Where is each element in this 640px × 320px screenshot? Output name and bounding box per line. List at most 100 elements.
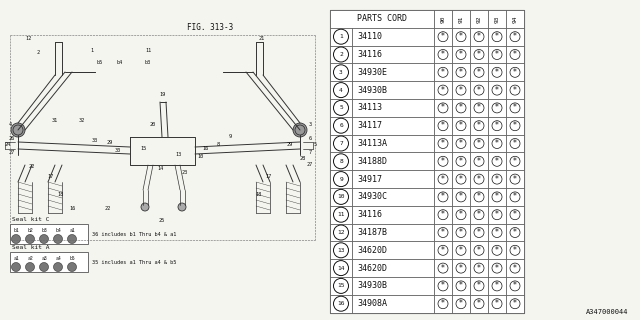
Circle shape <box>11 123 25 137</box>
Bar <box>488 259 506 277</box>
Bar <box>352 206 434 224</box>
Text: 90: 90 <box>440 15 445 23</box>
Text: *: * <box>495 32 499 41</box>
Text: 3: 3 <box>308 123 312 127</box>
Text: 34113: 34113 <box>357 103 382 112</box>
Text: PARTS CORD: PARTS CORD <box>357 14 407 23</box>
Text: 7: 7 <box>339 141 343 146</box>
Bar <box>352 28 434 46</box>
Text: 9: 9 <box>339 177 343 181</box>
Text: *: * <box>495 192 499 201</box>
Bar <box>506 277 524 295</box>
Text: b5: b5 <box>97 60 103 65</box>
Bar <box>434 241 452 259</box>
Bar <box>470 45 488 63</box>
Bar <box>506 224 524 241</box>
Circle shape <box>26 235 35 244</box>
Bar <box>488 63 506 81</box>
Text: 17: 17 <box>47 174 53 180</box>
Bar <box>470 241 488 259</box>
Text: *: * <box>495 50 499 59</box>
Text: 13: 13 <box>337 248 345 253</box>
Text: a1: a1 <box>13 255 19 260</box>
Text: *: * <box>441 50 445 59</box>
Text: 18: 18 <box>255 193 261 197</box>
Text: *: * <box>459 85 463 95</box>
Text: *: * <box>459 175 463 184</box>
Bar <box>452 10 470 28</box>
Bar <box>330 152 352 170</box>
Text: 34110: 34110 <box>357 32 382 41</box>
Text: 5: 5 <box>314 142 317 148</box>
Text: 27: 27 <box>9 149 15 155</box>
Text: 10: 10 <box>197 155 203 159</box>
Text: *: * <box>513 246 517 255</box>
Bar <box>434 63 452 81</box>
Text: 10: 10 <box>337 194 345 199</box>
Bar <box>488 81 506 99</box>
Text: 16: 16 <box>69 205 75 211</box>
Text: *: * <box>459 139 463 148</box>
Text: *: * <box>477 157 481 166</box>
Bar <box>10 224 88 244</box>
Text: Seal kit A: Seal kit A <box>12 245 49 250</box>
Text: *: * <box>513 50 517 59</box>
Text: 11: 11 <box>337 212 345 217</box>
Text: *: * <box>477 175 481 184</box>
Text: *: * <box>477 210 481 219</box>
Text: b1: b1 <box>13 228 19 233</box>
Text: 35 includes a1 Thru a4 & b5: 35 includes a1 Thru a4 & b5 <box>92 260 177 266</box>
Bar <box>470 188 488 206</box>
Text: *: * <box>459 103 463 112</box>
Text: *: * <box>477 139 481 148</box>
Text: *: * <box>477 32 481 41</box>
Text: 22: 22 <box>105 205 111 211</box>
Text: *: * <box>495 121 499 130</box>
Bar <box>330 295 352 313</box>
Bar <box>452 152 470 170</box>
Bar <box>352 295 434 313</box>
Bar <box>434 206 452 224</box>
Bar <box>470 28 488 46</box>
Text: *: * <box>513 192 517 201</box>
Bar <box>506 259 524 277</box>
Bar <box>452 259 470 277</box>
Text: *: * <box>441 192 445 201</box>
Bar <box>488 10 506 28</box>
Text: 32: 32 <box>79 117 85 123</box>
Bar <box>470 206 488 224</box>
Bar <box>352 45 434 63</box>
Bar <box>434 99 452 117</box>
Text: *: * <box>459 68 463 77</box>
Text: 34930B: 34930B <box>357 85 387 95</box>
Text: 9: 9 <box>228 134 232 140</box>
Bar <box>452 188 470 206</box>
Bar <box>352 277 434 295</box>
Circle shape <box>67 235 77 244</box>
Bar <box>488 206 506 224</box>
Text: *: * <box>459 281 463 291</box>
Text: *: * <box>441 299 445 308</box>
Text: b3: b3 <box>145 60 151 65</box>
Bar <box>352 63 434 81</box>
Circle shape <box>40 235 49 244</box>
Bar <box>352 152 434 170</box>
Bar <box>330 63 352 81</box>
Bar <box>330 99 352 117</box>
Bar <box>470 259 488 277</box>
Text: *: * <box>459 246 463 255</box>
Bar <box>330 10 524 313</box>
Circle shape <box>12 262 20 271</box>
Text: b4: b4 <box>55 228 61 233</box>
Text: 34908A: 34908A <box>357 299 387 308</box>
Bar <box>434 295 452 313</box>
Text: *: * <box>495 85 499 95</box>
Text: 34187B: 34187B <box>357 228 387 237</box>
Bar <box>452 295 470 313</box>
Bar <box>488 224 506 241</box>
Text: *: * <box>459 264 463 273</box>
Text: 92: 92 <box>477 15 481 23</box>
Text: *: * <box>513 103 517 112</box>
Text: *: * <box>441 246 445 255</box>
Bar <box>488 99 506 117</box>
